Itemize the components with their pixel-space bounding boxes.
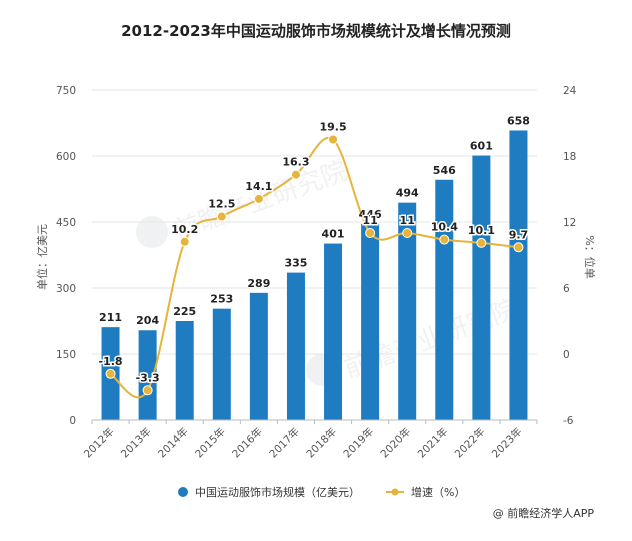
growth-point bbox=[253, 193, 264, 204]
growth-value-label: 11 bbox=[400, 214, 415, 227]
watermark-logo-icon bbox=[136, 216, 168, 248]
x-tick-label: 2015年 bbox=[192, 425, 228, 461]
growth-value-label: 12.5 bbox=[208, 198, 235, 211]
legend-line-label: 增速（%） bbox=[411, 485, 465, 499]
growth-value-label: 19.5 bbox=[319, 121, 346, 134]
bar bbox=[212, 308, 231, 420]
bar bbox=[175, 321, 194, 420]
y-tick-label: 300 bbox=[56, 283, 76, 295]
growth-value-label: -1.8 bbox=[99, 355, 123, 368]
growth-point bbox=[513, 242, 524, 253]
y-axis-title: 单位：亿美元 bbox=[35, 224, 49, 290]
y-tick-label: 0 bbox=[69, 415, 76, 427]
bar bbox=[361, 223, 380, 420]
x-tick-label: 2020年 bbox=[378, 425, 414, 461]
bar-value-label: 225 bbox=[173, 305, 196, 318]
growth-point bbox=[476, 237, 487, 248]
x-tick-label: 2018年 bbox=[304, 425, 340, 461]
growth-value-label: 9.7 bbox=[509, 228, 529, 241]
y-tick-label: 600 bbox=[56, 151, 76, 163]
y2-axis-title: %：位单 bbox=[583, 235, 597, 278]
y2-tick-label: 6 bbox=[563, 283, 570, 295]
growth-value-label: 14.1 bbox=[245, 180, 272, 193]
legend-line-marker bbox=[391, 488, 399, 496]
y2-tick-label: 18 bbox=[563, 151, 576, 163]
y2-tick-label: 0 bbox=[563, 349, 570, 361]
bar bbox=[138, 330, 157, 420]
bar-value-label: 253 bbox=[210, 293, 233, 306]
x-tick-label: 2012年 bbox=[81, 425, 117, 461]
bar bbox=[435, 179, 454, 420]
growth-point bbox=[365, 228, 376, 238]
y-tick-label: 750 bbox=[56, 85, 76, 97]
growth-value-label: 16.3 bbox=[282, 156, 309, 169]
x-tick-label: 2023年 bbox=[489, 425, 525, 461]
growth-point bbox=[105, 368, 116, 379]
bar-value-label: 658 bbox=[507, 114, 530, 127]
source-credit: @ 前瞻经济学人APP bbox=[493, 506, 595, 520]
gridlines bbox=[92, 89, 537, 355]
bar bbox=[509, 130, 528, 421]
y-tick-label: 450 bbox=[56, 217, 76, 229]
growth-point bbox=[439, 234, 450, 245]
x-tick-label: 2019年 bbox=[341, 425, 377, 461]
x-tick-label: 2016年 bbox=[229, 425, 265, 461]
growth-value-label: 11 bbox=[362, 214, 377, 227]
legend: 中国运动服饰市场规模（亿美元） 增速（%） bbox=[178, 485, 465, 499]
x-tick-label: 2013年 bbox=[118, 425, 154, 461]
x-tick-label: 2022年 bbox=[452, 425, 488, 461]
growth-point bbox=[142, 385, 153, 396]
growth-point bbox=[402, 228, 413, 238]
bar-value-label: 335 bbox=[284, 257, 307, 270]
x-tick-label: 2017年 bbox=[267, 425, 303, 461]
y2-tick-label: 24 bbox=[563, 85, 577, 97]
y2-tick-label: -6 bbox=[563, 415, 574, 427]
x-tick-label: 2014年 bbox=[155, 425, 191, 461]
legend-bar-swatch bbox=[178, 487, 188, 497]
legend-bar-label: 中国运动服饰市场规模（亿美元） bbox=[195, 485, 360, 499]
bar-value-label: 401 bbox=[322, 228, 345, 241]
x-tick-label: 2021年 bbox=[415, 425, 451, 461]
growth-point bbox=[179, 236, 190, 247]
growth-value-label: -3.3 bbox=[136, 371, 160, 384]
growth-value-label: 10.2 bbox=[171, 223, 198, 236]
bar bbox=[398, 202, 417, 420]
bar-value-label: 546 bbox=[433, 164, 456, 177]
growth-point bbox=[290, 169, 301, 180]
y2-tick-label: 12 bbox=[563, 217, 576, 229]
line-series bbox=[105, 134, 524, 399]
growth-point bbox=[216, 211, 227, 222]
bar bbox=[286, 272, 305, 420]
growth-value-label: 10.4 bbox=[431, 221, 458, 234]
bar-value-label: 211 bbox=[99, 311, 122, 324]
bar-value-label: 289 bbox=[247, 277, 270, 290]
bar bbox=[472, 155, 491, 420]
chart-title: 2012-2023年中国运动服饰市场规模统计及增长情况预测 bbox=[121, 22, 511, 40]
growth-point bbox=[328, 134, 339, 145]
axes: 0 150 300 450 600 750 -6 0 6 12 18 24 2012年 2013年 2014… bbox=[56, 85, 577, 460]
bar-value-label: 494 bbox=[396, 187, 419, 200]
data-labels: 211 204 225 253 289 335 401 446 494 546 601 658 -1.8… bbox=[97, 114, 530, 385]
bar-value-label: 446 bbox=[359, 208, 382, 221]
bar-value-label: 204 bbox=[136, 314, 159, 327]
bar-value-label: 601 bbox=[470, 140, 493, 153]
y-tick-label: 150 bbox=[56, 349, 76, 361]
growth-value-label: 10.1 bbox=[468, 224, 495, 237]
bar bbox=[324, 243, 343, 420]
bar bbox=[249, 292, 268, 420]
